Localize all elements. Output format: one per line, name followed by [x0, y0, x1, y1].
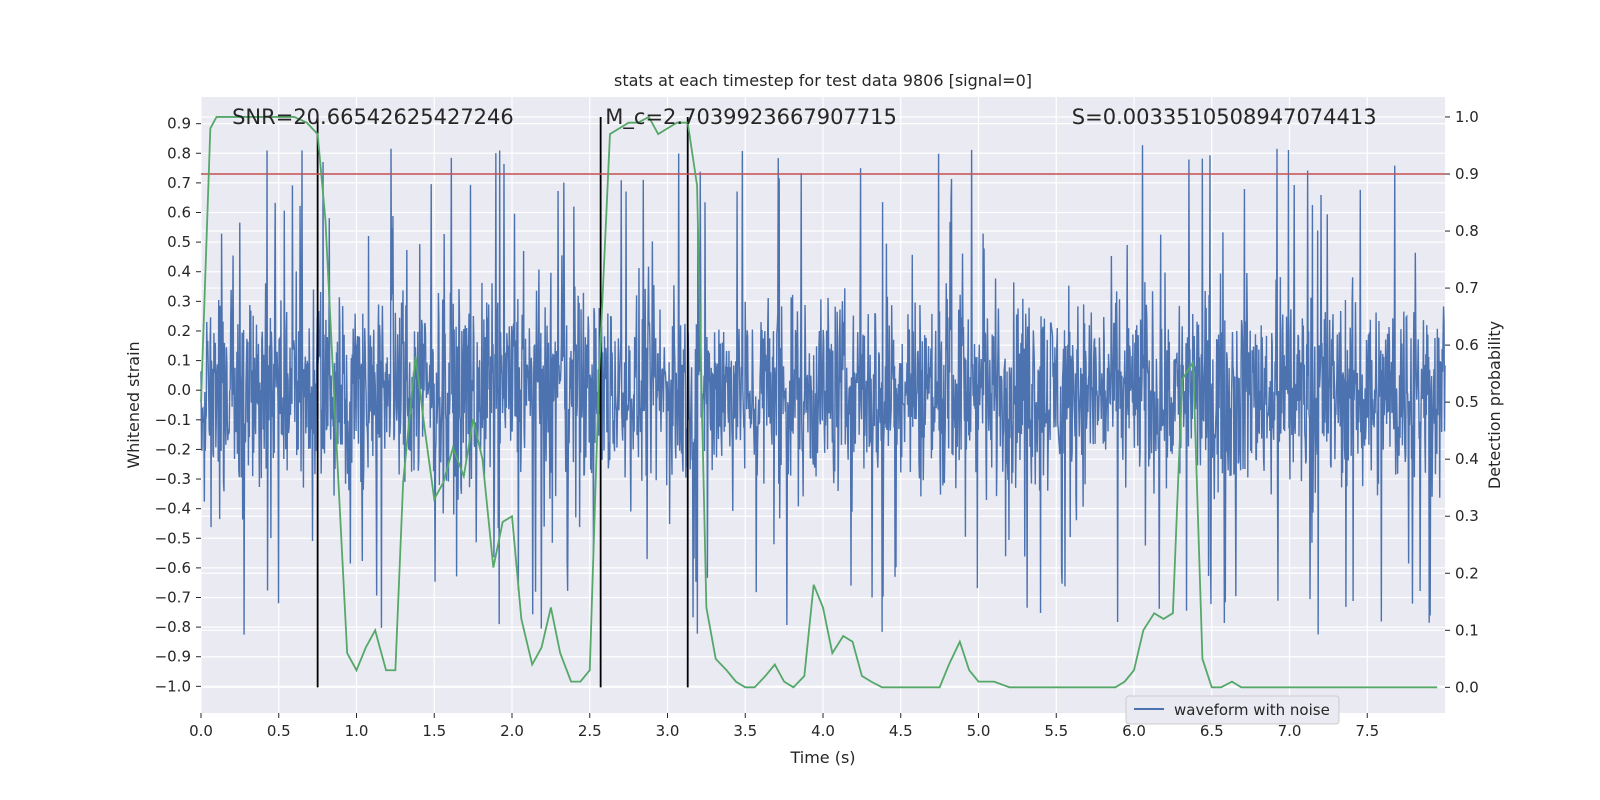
y-left-ticks: 0.9 0.8 0.7 0.6 0.5 0.4 0.3 0.2 0.1 0.0 −0.1 −0.2 −0… [155, 115, 201, 695]
y-left-tick-label: 0.3 [167, 292, 191, 310]
y-left-tick-label: 0.1 [167, 352, 191, 370]
y-left-tick-label: −0.5 [155, 529, 191, 547]
y-left-tick-label: −0.3 [155, 470, 191, 488]
y-left-tick-label: −0.7 [155, 589, 191, 607]
probability-series [200, 115, 1438, 689]
y-left-tick-label: 0.5 [167, 233, 191, 251]
x-axis-ticks: 0.0 0.5 1.0 1.5 2.0 2.5 3.0 3.5 4.0 4.5 5.0 5.5 6.0 6… [189, 713, 1379, 740]
y-left-tick-label: −0.2 [155, 440, 191, 458]
annotation-mc: M_c=2.7039923667907715 [605, 105, 897, 130]
x-tick-label: 0.5 [267, 722, 291, 740]
y-right-tick-label: 1.0 [1455, 108, 1479, 126]
x-tick-label: 4.5 [889, 722, 913, 740]
y-right-tick-label: 0.3 [1455, 507, 1479, 525]
annotation-snr: SNR=20.66542625427246 [232, 105, 514, 129]
x-tick-label: 6.5 [1200, 722, 1224, 740]
y-left-axis-label: Whitened strain [124, 341, 143, 468]
y-right-tick-label: 0.6 [1455, 336, 1479, 354]
y-left-tick-label: 0.4 [167, 263, 191, 281]
x-tick-label: 7.5 [1355, 722, 1379, 740]
legend: waveform with noise [1125, 695, 1340, 725]
y-left-tick-label: 0.2 [167, 322, 191, 340]
y-left-tick-label: 0.7 [167, 174, 191, 192]
x-tick-label: 6.0 [1122, 722, 1146, 740]
x-tick-label: 4.0 [811, 722, 835, 740]
y-right-tick-label: 0.7 [1455, 279, 1479, 297]
y-right-ticks: 1.0 0.9 0.8 0.7 0.6 0.5 0.4 0.3 0.2 0.1 0.0 [1445, 108, 1479, 696]
y-left-tick-label: −1.0 [155, 677, 191, 695]
y-right-tick-label: 0.9 [1455, 165, 1479, 183]
y-right-tick-label: 0.4 [1455, 450, 1479, 468]
x-tick-label: 3.0 [656, 722, 680, 740]
y-left-tick-label: −0.4 [155, 500, 191, 518]
x-tick-label: 2.5 [578, 722, 602, 740]
y-left-tick-label: 0.6 [167, 204, 191, 222]
y-right-tick-label: 0.8 [1455, 222, 1479, 240]
x-axis-label: Time (s) [789, 748, 855, 767]
y-left-tick-label: 0.0 [167, 381, 191, 399]
y-right-tick-label: 0.1 [1455, 621, 1479, 639]
chart-title: stats at each timestep for test data 980… [614, 71, 1032, 90]
x-tick-label: 2.0 [500, 722, 524, 740]
x-tick-label: 3.5 [733, 722, 757, 740]
waveform-line [200, 145, 1446, 635]
y-left-tick-label: 0.8 [167, 144, 191, 162]
y-left-tick-label: −0.6 [155, 559, 191, 577]
annotation-s: S=0.0033510508947074413 [1072, 105, 1377, 129]
x-tick-label: 1.5 [422, 722, 446, 740]
y-left-tick-label: −0.1 [155, 411, 191, 429]
waveform-series [200, 145, 1446, 635]
y-right-tick-label: 0.2 [1455, 564, 1479, 582]
x-tick-label: 0.0 [189, 722, 213, 740]
y-right-tick-label: 0.5 [1455, 393, 1479, 411]
x-tick-label: 5.5 [1044, 722, 1068, 740]
y-right-axis-label: Detection probability [1485, 321, 1504, 489]
x-tick-label: 7.0 [1278, 722, 1302, 740]
x-tick-label: 5.0 [967, 722, 991, 740]
vertical-markers [316, 116, 689, 688]
y-left-tick-label: 0.9 [167, 115, 191, 133]
x-tick-label: 1.0 [345, 722, 369, 740]
y-right-tick-label: 0.0 [1455, 678, 1479, 696]
legend-box [1125, 695, 1340, 725]
probability-line [200, 115, 1438, 689]
y-left-tick-label: −0.8 [155, 618, 191, 636]
annotations: SNR=20.66542625427246 M_c=2.7039923667907… [232, 105, 1377, 130]
legend-label: waveform with noise [1174, 701, 1330, 719]
y-left-tick-label: −0.9 [155, 648, 191, 666]
